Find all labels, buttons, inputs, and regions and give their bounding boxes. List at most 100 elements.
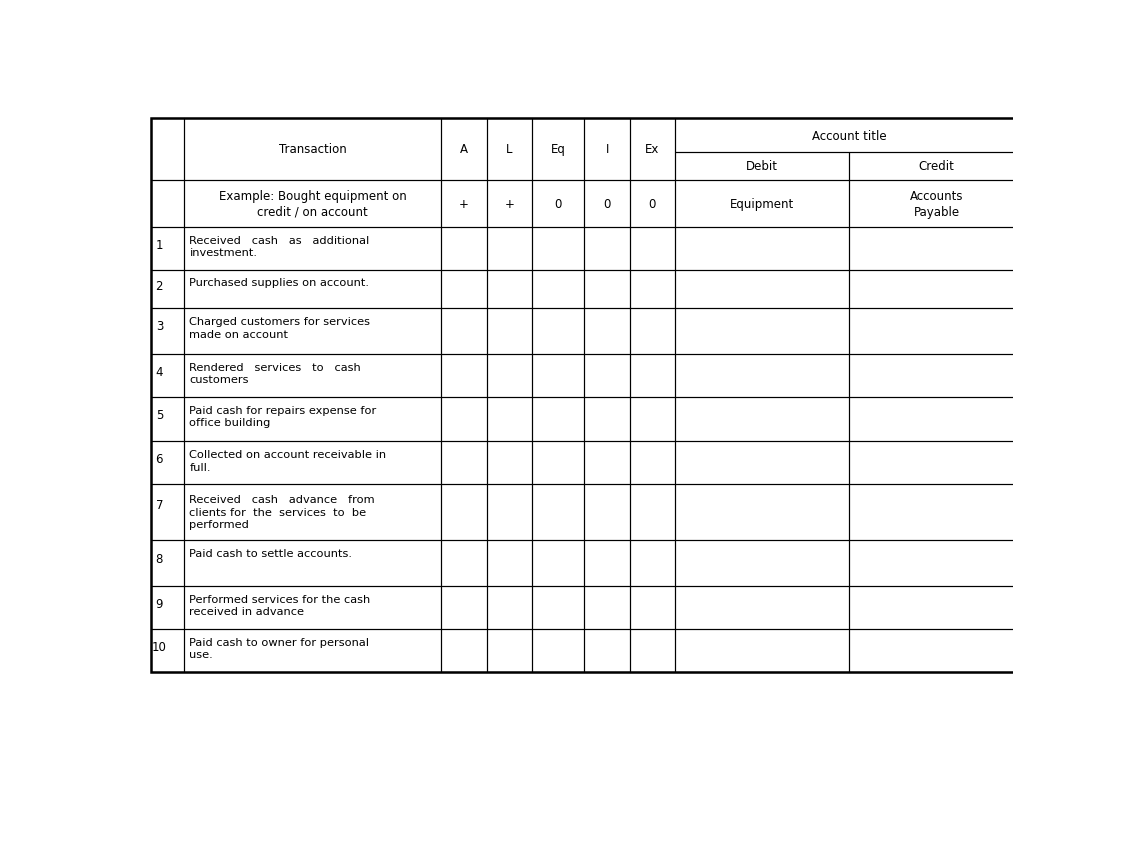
Bar (151, 309, 184, 355)
Bar (151, 586, 184, 630)
Bar (151, 119, 184, 181)
Text: Accounts
Payable: Accounts Payable (910, 189, 963, 218)
Bar (441, 397, 487, 442)
Bar (584, 442, 630, 485)
Bar (151, 228, 184, 270)
Text: 3: 3 (155, 320, 163, 333)
Bar (630, 181, 675, 228)
Bar (532, 181, 584, 228)
Bar (532, 485, 584, 541)
Text: Account title: Account title (812, 130, 887, 142)
Bar (532, 586, 584, 630)
Bar (675, 228, 849, 270)
Bar (849, 442, 1024, 485)
Bar (184, 541, 441, 586)
Bar (441, 119, 487, 181)
Bar (441, 309, 487, 355)
Bar (441, 181, 487, 228)
Bar (584, 485, 630, 541)
Bar (630, 442, 675, 485)
Bar (584, 181, 630, 228)
Bar (675, 153, 849, 181)
Bar (532, 397, 584, 442)
Bar (532, 442, 584, 485)
Bar (532, 355, 584, 397)
Text: Paid cash to owner for personal
use.: Paid cash to owner for personal use. (189, 637, 369, 659)
Text: A: A (460, 143, 468, 156)
Text: Ex: Ex (646, 143, 659, 156)
Bar (532, 309, 584, 355)
Bar (630, 630, 675, 672)
Bar (584, 228, 630, 270)
Text: Transaction: Transaction (279, 143, 346, 156)
Bar (630, 586, 675, 630)
Text: Collected on account receivable in
full.: Collected on account receivable in full. (189, 450, 387, 472)
Bar (675, 541, 849, 586)
Bar (487, 355, 532, 397)
Bar (487, 228, 532, 270)
Bar (630, 541, 675, 586)
Text: 9: 9 (155, 597, 163, 610)
Bar (849, 355, 1024, 397)
Bar (441, 355, 487, 397)
Bar (532, 270, 584, 309)
Bar (151, 485, 184, 541)
Bar (487, 541, 532, 586)
Bar (849, 586, 1024, 630)
Bar (675, 586, 849, 630)
Text: Received   cash   advance   from
clients for  the  services  to  be
performed: Received cash advance from clients for t… (189, 495, 375, 530)
Bar (441, 630, 487, 672)
Bar (584, 270, 630, 309)
Bar (849, 309, 1024, 355)
Bar (584, 119, 630, 181)
Text: I: I (605, 143, 609, 156)
Bar (151, 355, 184, 397)
Bar (487, 586, 532, 630)
Bar (487, 485, 532, 541)
Bar (184, 119, 441, 181)
Bar (441, 270, 487, 309)
Text: Rendered   services   to   cash
customers: Rendered services to cash customers (189, 363, 361, 385)
Text: Paid cash for repairs expense for
office building: Paid cash for repairs expense for office… (189, 405, 377, 427)
Text: L: L (506, 143, 513, 156)
Bar (487, 630, 532, 672)
Bar (184, 586, 441, 630)
Text: Credit: Credit (919, 160, 955, 173)
Bar (630, 309, 675, 355)
Bar (151, 541, 184, 586)
Bar (184, 630, 441, 672)
Text: Paid cash to settle accounts.: Paid cash to settle accounts. (189, 548, 352, 559)
Text: +: + (459, 198, 469, 211)
Bar (849, 541, 1024, 586)
Text: 10: 10 (152, 640, 166, 653)
Bar (487, 397, 532, 442)
Bar (441, 442, 487, 485)
Bar (675, 442, 849, 485)
Bar (532, 119, 584, 181)
Bar (849, 181, 1024, 228)
Text: 0: 0 (649, 198, 656, 211)
Bar (487, 442, 532, 485)
Bar (849, 397, 1024, 442)
Bar (487, 181, 532, 228)
Bar (151, 397, 184, 442)
Bar (630, 270, 675, 309)
Text: 0: 0 (555, 198, 562, 211)
Bar (441, 228, 487, 270)
Bar (184, 442, 441, 485)
Text: +: + (504, 198, 514, 211)
Bar (630, 355, 675, 397)
Bar (675, 270, 849, 309)
Text: Debit: Debit (746, 160, 778, 173)
Bar (151, 119, 1024, 672)
Bar (675, 119, 1024, 153)
Bar (184, 355, 441, 397)
Bar (184, 309, 441, 355)
Text: 1: 1 (155, 239, 163, 252)
Bar (849, 153, 1024, 181)
Bar (675, 181, 849, 228)
Bar (849, 228, 1024, 270)
Bar (584, 397, 630, 442)
Text: Example: Bought equipment on
credit / on account: Example: Bought equipment on credit / on… (219, 189, 407, 218)
Text: 2: 2 (155, 280, 163, 293)
